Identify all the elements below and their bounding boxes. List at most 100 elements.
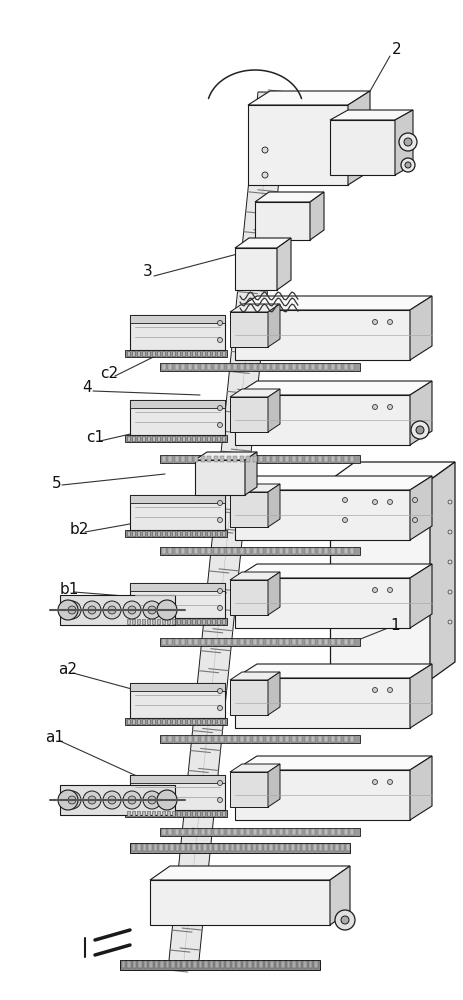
Polygon shape (265, 456, 269, 462)
Polygon shape (337, 364, 341, 370)
Text: 3: 3 (143, 264, 152, 279)
Polygon shape (219, 844, 223, 851)
Polygon shape (172, 531, 175, 536)
Circle shape (108, 606, 116, 614)
Polygon shape (246, 829, 250, 835)
Polygon shape (234, 476, 431, 490)
Polygon shape (317, 548, 321, 554)
Polygon shape (234, 678, 409, 728)
Circle shape (68, 796, 76, 804)
Polygon shape (259, 829, 263, 835)
Polygon shape (296, 844, 300, 851)
Polygon shape (155, 961, 158, 968)
Polygon shape (194, 452, 257, 460)
Circle shape (387, 499, 392, 504)
Polygon shape (181, 436, 185, 441)
Polygon shape (330, 736, 334, 742)
Polygon shape (311, 364, 315, 370)
Polygon shape (130, 400, 225, 435)
Polygon shape (192, 351, 194, 356)
Polygon shape (181, 531, 185, 536)
Circle shape (415, 426, 423, 434)
Polygon shape (142, 619, 144, 624)
Circle shape (217, 422, 222, 428)
Polygon shape (234, 578, 409, 628)
Polygon shape (314, 961, 317, 968)
Polygon shape (194, 364, 198, 370)
Polygon shape (194, 829, 198, 835)
Polygon shape (217, 619, 219, 624)
Polygon shape (230, 492, 268, 527)
Text: c2: c2 (100, 365, 118, 380)
Polygon shape (298, 736, 302, 742)
Polygon shape (221, 619, 225, 624)
Circle shape (447, 590, 451, 594)
Polygon shape (291, 639, 295, 645)
Polygon shape (167, 436, 169, 441)
Polygon shape (188, 961, 191, 968)
Polygon shape (252, 844, 256, 851)
Polygon shape (172, 619, 175, 624)
Polygon shape (206, 719, 210, 724)
Polygon shape (329, 120, 394, 175)
Polygon shape (212, 619, 214, 624)
Polygon shape (313, 844, 316, 851)
Polygon shape (234, 770, 409, 820)
Polygon shape (168, 364, 172, 370)
Polygon shape (150, 866, 349, 880)
Polygon shape (324, 829, 328, 835)
Polygon shape (324, 548, 328, 554)
Polygon shape (187, 531, 189, 536)
Polygon shape (154, 844, 157, 851)
Polygon shape (181, 548, 185, 554)
Polygon shape (188, 829, 192, 835)
Polygon shape (182, 961, 186, 968)
Polygon shape (187, 619, 189, 624)
Polygon shape (234, 296, 431, 310)
Polygon shape (232, 961, 235, 968)
Polygon shape (248, 961, 251, 968)
Polygon shape (210, 961, 213, 968)
Polygon shape (272, 548, 276, 554)
Polygon shape (142, 351, 144, 356)
Polygon shape (221, 719, 225, 724)
Polygon shape (343, 548, 347, 554)
Polygon shape (220, 364, 224, 370)
Polygon shape (166, 961, 169, 968)
Polygon shape (330, 364, 334, 370)
Circle shape (410, 421, 428, 439)
Polygon shape (193, 961, 197, 968)
Polygon shape (175, 456, 179, 462)
Circle shape (447, 560, 451, 564)
Circle shape (412, 497, 417, 502)
Polygon shape (197, 531, 200, 536)
Text: a1: a1 (45, 730, 64, 746)
Polygon shape (213, 829, 218, 835)
Polygon shape (297, 961, 301, 968)
Polygon shape (343, 364, 347, 370)
Polygon shape (212, 811, 214, 816)
Polygon shape (231, 844, 234, 851)
Polygon shape (233, 456, 237, 462)
Polygon shape (350, 364, 354, 370)
Circle shape (128, 796, 136, 804)
Polygon shape (167, 531, 169, 536)
Polygon shape (147, 531, 150, 536)
Polygon shape (239, 548, 244, 554)
Polygon shape (281, 961, 284, 968)
Polygon shape (255, 192, 323, 202)
Polygon shape (142, 436, 144, 441)
Polygon shape (304, 456, 308, 462)
Polygon shape (234, 238, 290, 248)
Polygon shape (168, 92, 288, 970)
Polygon shape (197, 811, 200, 816)
Polygon shape (337, 736, 341, 742)
Polygon shape (162, 639, 166, 645)
Polygon shape (212, 436, 214, 441)
Polygon shape (233, 736, 237, 742)
Polygon shape (137, 619, 140, 624)
Circle shape (148, 606, 156, 614)
Polygon shape (192, 811, 194, 816)
Polygon shape (194, 639, 198, 645)
Polygon shape (122, 961, 125, 968)
